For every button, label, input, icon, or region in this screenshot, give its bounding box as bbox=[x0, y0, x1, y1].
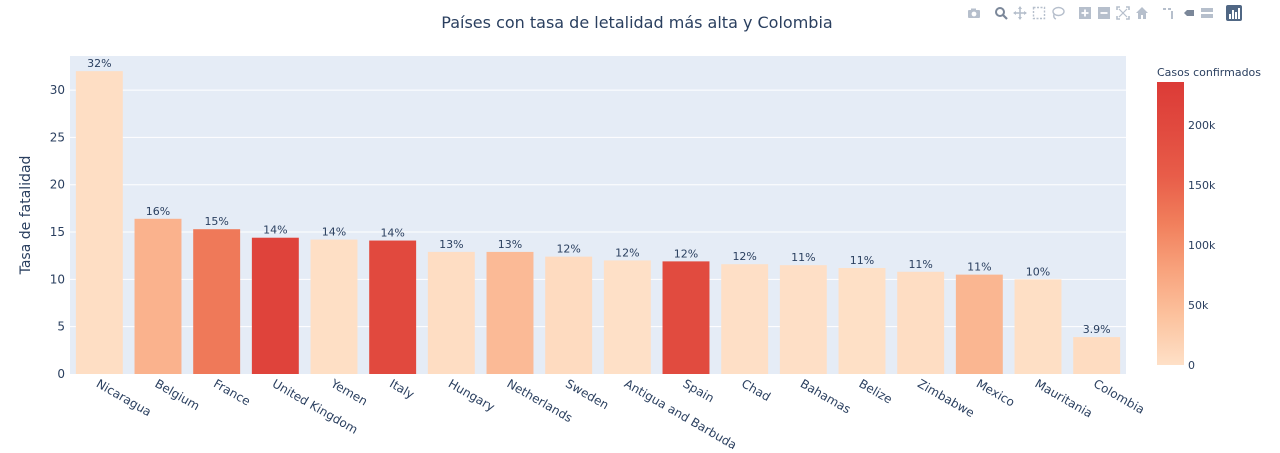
bar[interactable] bbox=[193, 229, 241, 374]
x-tick-label: Mexico bbox=[974, 376, 1017, 409]
hover-compare-icon[interactable] bbox=[1199, 6, 1214, 21]
x-tick-label: Belize bbox=[857, 376, 895, 406]
bar[interactable] bbox=[427, 251, 475, 374]
x-tick-label: Mauritania bbox=[1033, 376, 1095, 420]
data-labels: 32% 16% 15% 14% 14% 14% 13% 13% 12% 12% 12% 12% 11% 1… bbox=[87, 57, 1111, 336]
lasso-icon[interactable] bbox=[1050, 6, 1065, 21]
y-tick-label: 30 bbox=[50, 83, 65, 97]
camera-icon[interactable] bbox=[966, 6, 981, 21]
x-tick-label: Sweden bbox=[563, 376, 611, 412]
bar[interactable] bbox=[369, 240, 417, 374]
reset-axes-icon[interactable] bbox=[1134, 6, 1149, 21]
box-select-icon[interactable] bbox=[1031, 6, 1046, 21]
data-label: 12% bbox=[732, 250, 756, 263]
colorbar: Casos confirmados 0 50k 100k 150k 200k bbox=[1157, 66, 1261, 372]
bar[interactable] bbox=[721, 264, 769, 374]
zoom-icon[interactable] bbox=[993, 6, 1008, 21]
data-label: 32% bbox=[87, 57, 111, 70]
pan-icon[interactable] bbox=[1012, 6, 1027, 21]
data-label: 3.9% bbox=[1083, 323, 1111, 336]
bars bbox=[75, 71, 1121, 375]
y-tick-label: 20 bbox=[50, 178, 65, 192]
x-tick-label: Yemen bbox=[328, 376, 370, 409]
y-tick-label: 10 bbox=[50, 272, 65, 286]
data-label: 11% bbox=[791, 251, 815, 264]
y-axis: 0 5 10 15 20 25 30 bbox=[50, 83, 65, 381]
hover-closest-icon[interactable] bbox=[1180, 6, 1195, 21]
bar[interactable] bbox=[838, 268, 886, 374]
bar[interactable] bbox=[603, 260, 651, 374]
modebar bbox=[966, 4, 1248, 22]
bar[interactable] bbox=[251, 237, 299, 374]
y-tick-label: 15 bbox=[50, 225, 65, 239]
x-tick-label: Bahamas bbox=[798, 376, 853, 416]
zoom-out-icon[interactable] bbox=[1096, 6, 1111, 21]
plot-area[interactable] bbox=[70, 56, 1126, 374]
bar[interactable] bbox=[75, 71, 123, 375]
data-label: 14% bbox=[263, 224, 287, 237]
data-label: 14% bbox=[380, 227, 404, 240]
bar[interactable] bbox=[1073, 337, 1121, 374]
plotly-logo-icon[interactable] bbox=[1226, 5, 1242, 21]
data-label: 11% bbox=[850, 254, 874, 267]
data-label: 11% bbox=[967, 261, 991, 274]
colorbar-tick-label: 150k bbox=[1188, 179, 1216, 192]
bar[interactable] bbox=[779, 265, 827, 374]
data-label: 12% bbox=[556, 243, 580, 256]
bar[interactable] bbox=[955, 274, 1003, 374]
x-tick-label: Chad bbox=[739, 376, 773, 404]
data-label: 16% bbox=[146, 205, 170, 218]
y-tick-label: 0 bbox=[57, 367, 65, 381]
bar[interactable] bbox=[1014, 279, 1062, 374]
x-tick-label: Hungary bbox=[446, 376, 497, 414]
x-tick-label: Netherlands bbox=[505, 376, 575, 425]
colorbar-gradient bbox=[1157, 82, 1184, 365]
x-tick-label: France bbox=[211, 376, 253, 408]
data-label: 12% bbox=[615, 246, 639, 259]
x-tick-label: Colombia bbox=[1091, 376, 1147, 416]
colorbar-tick-label: 100k bbox=[1188, 239, 1216, 252]
zoom-in-icon[interactable] bbox=[1077, 6, 1092, 21]
x-tick-label: Italy bbox=[387, 376, 417, 401]
x-tick-label: Spain bbox=[681, 376, 717, 405]
gridlines bbox=[70, 89, 1126, 328]
bar[interactable] bbox=[897, 271, 945, 374]
x-tick-label: Zimbabwe bbox=[915, 376, 977, 420]
colorbar-title: Casos confirmados bbox=[1157, 66, 1261, 79]
data-label: 15% bbox=[204, 215, 228, 228]
data-label: 12% bbox=[674, 247, 698, 260]
y-tick-label: 5 bbox=[57, 320, 65, 334]
colorbar-tick-label: 200k bbox=[1188, 119, 1216, 132]
bar[interactable] bbox=[134, 218, 182, 374]
chart-title: Países con tasa de letalidad más alta y … bbox=[441, 13, 832, 32]
data-label: 10% bbox=[1026, 265, 1050, 278]
y-axis-title: Tasa de fatalidad bbox=[18, 156, 34, 276]
spike-lines-icon[interactable] bbox=[1161, 6, 1176, 21]
bar[interactable] bbox=[545, 256, 593, 374]
data-label: 13% bbox=[439, 238, 463, 251]
y-tick-label: 25 bbox=[50, 130, 65, 144]
colorbar-tick-label: 0 bbox=[1188, 359, 1195, 372]
bar[interactable] bbox=[486, 251, 534, 374]
bar[interactable] bbox=[662, 261, 710, 374]
data-label: 14% bbox=[322, 226, 346, 239]
x-tick-label: Nicaragua bbox=[94, 376, 154, 419]
x-tick-label: Belgium bbox=[153, 376, 203, 413]
data-label: 13% bbox=[498, 238, 522, 251]
colorbar-tick-label: 50k bbox=[1188, 299, 1209, 312]
data-label: 11% bbox=[908, 258, 932, 271]
autoscale-icon[interactable] bbox=[1115, 6, 1130, 21]
bar[interactable] bbox=[310, 239, 358, 374]
